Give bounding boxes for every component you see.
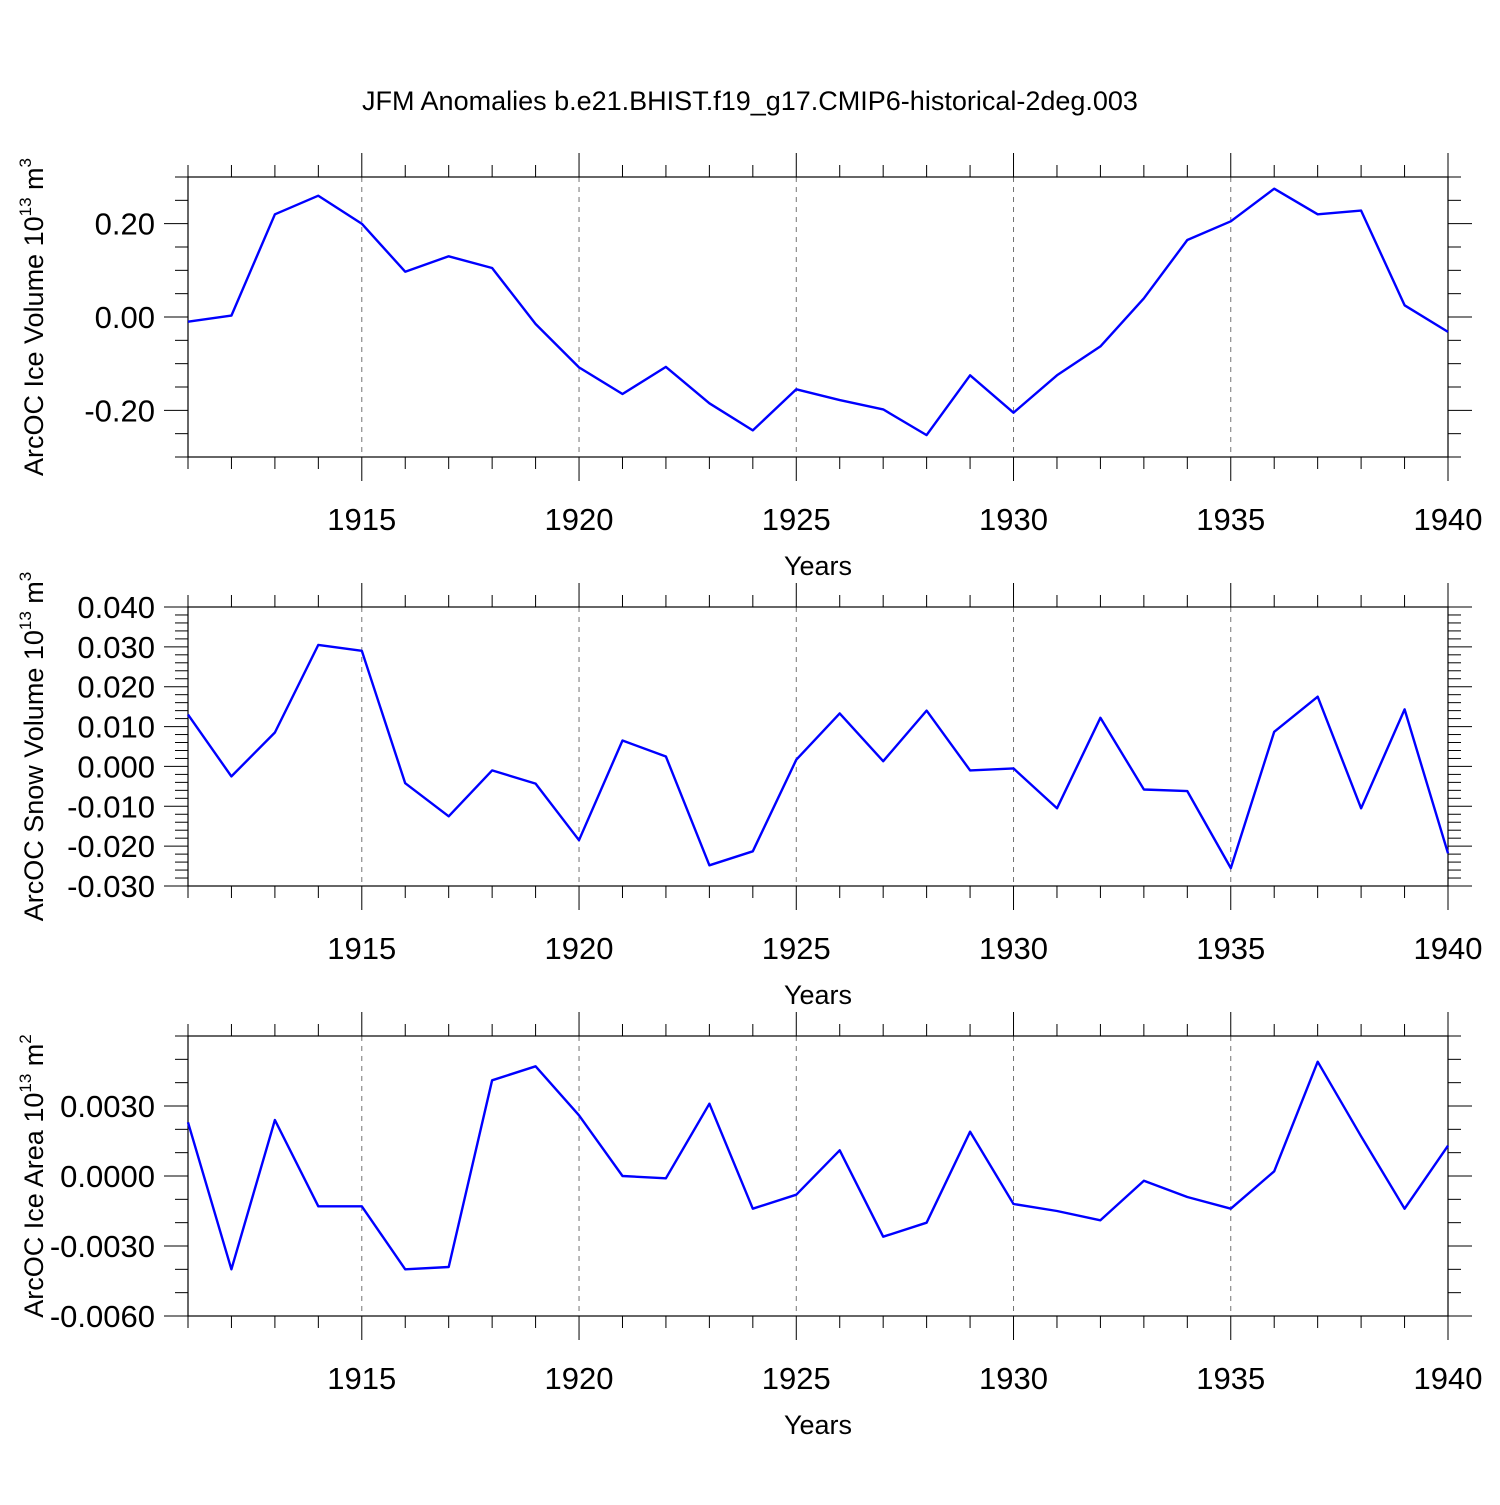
x-tick-label: 1930 bbox=[979, 1361, 1048, 1396]
y-tick-label: 0.20 bbox=[95, 207, 155, 242]
x-tick-label: 1920 bbox=[545, 931, 614, 966]
y-tick-label: -0.020 bbox=[67, 829, 155, 864]
y-tick-label: 0.030 bbox=[77, 630, 155, 665]
x-tick-label: 1935 bbox=[1196, 931, 1265, 966]
x-tick-label: 1920 bbox=[545, 502, 614, 537]
x-tick-label: 1935 bbox=[1196, 502, 1265, 537]
x-tick-label: 1940 bbox=[1414, 1361, 1483, 1396]
y-axis-label: ArcOC Ice Area 1013 m2 bbox=[16, 1034, 49, 1318]
x-tick-label: 1920 bbox=[545, 1361, 614, 1396]
y-tick-label: 0.0000 bbox=[60, 1159, 155, 1194]
y-tick-label: -0.0060 bbox=[50, 1299, 155, 1334]
y-tick-label: -0.0030 bbox=[50, 1229, 155, 1264]
y-tick-label: -0.030 bbox=[67, 869, 155, 904]
x-tick-label: 1915 bbox=[327, 502, 396, 537]
x-tick-label: 1930 bbox=[979, 502, 1048, 537]
y-axis-label: ArcOC Ice Volume 1013 m3 bbox=[16, 158, 49, 476]
y-tick-label: 0.00 bbox=[95, 300, 155, 335]
figure-title: JFM Anomalies b.e21.BHIST.f19_g17.CMIP6-… bbox=[362, 86, 1138, 116]
series-line-1 bbox=[187, 187, 1449, 437]
x-tick-label: 1940 bbox=[1414, 931, 1483, 966]
chart-panel-2: 0.040 0.030 0.020 0.010 0.000 -0.010 -0.020 -0.… bbox=[16, 572, 1482, 1010]
x-tick-label: 1915 bbox=[327, 931, 396, 966]
x-tick-label: 1925 bbox=[762, 931, 831, 966]
plot-frame bbox=[187, 176, 1449, 458]
x-tick-label: 1925 bbox=[762, 1361, 831, 1396]
y-tick-label: 0.0030 bbox=[60, 1089, 155, 1124]
x-tick-label: 1930 bbox=[979, 931, 1048, 966]
y-tick-label: 0.040 bbox=[77, 590, 155, 625]
x-tick-label: 1915 bbox=[327, 1361, 396, 1396]
y-tick-label: 0.010 bbox=[77, 710, 155, 745]
y-tick-label: -0.20 bbox=[84, 393, 155, 428]
chart-panel-1: 0.20 0.00 -0.20 1915 1920 1925 1930 1935 1940 Yea… bbox=[16, 153, 1482, 581]
chart-panel-3: 0.0030 0.0000 -0.0030 -0.0060 1915 1920 1925 19… bbox=[16, 1012, 1482, 1440]
x-axis-label: Years bbox=[784, 1410, 852, 1440]
x-tick-label: 1935 bbox=[1196, 1361, 1265, 1396]
x-axis-label: Years bbox=[784, 980, 852, 1010]
y-axis-label: ArcOC Snow Volume 1013 m3 bbox=[16, 572, 49, 922]
x-axis-label: Years bbox=[784, 551, 852, 581]
y-tick-label: -0.010 bbox=[67, 789, 155, 824]
y-tick-label: 0.000 bbox=[77, 749, 155, 784]
x-tick-label: 1925 bbox=[762, 502, 831, 537]
plot-frame bbox=[187, 1035, 1449, 1317]
series-line-1 bbox=[186, 1060, 1449, 1271]
y-tick-label: 0.020 bbox=[77, 670, 155, 705]
x-tick-label: 1940 bbox=[1414, 502, 1483, 537]
series-line-1 bbox=[187, 643, 1450, 870]
plot-frame bbox=[187, 606, 1449, 887]
